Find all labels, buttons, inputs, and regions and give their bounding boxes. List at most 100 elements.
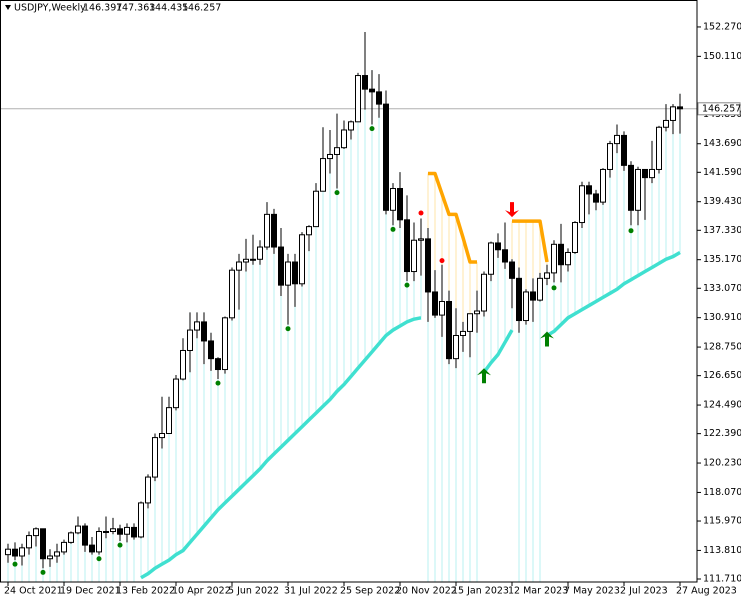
candle-body bbox=[488, 242, 494, 275]
candle-body bbox=[537, 277, 543, 301]
menu-triangle[interactable] bbox=[5, 5, 11, 10]
buy-arrow bbox=[477, 368, 491, 384]
candle-body bbox=[271, 213, 277, 248]
candle-body bbox=[33, 528, 39, 537]
lower-fractal-dot bbox=[285, 326, 291, 332]
plot-frame bbox=[0, 0, 698, 583]
candle-body bbox=[68, 532, 74, 543]
candle-body bbox=[474, 310, 480, 315]
candle-body bbox=[264, 213, 270, 248]
candle-body bbox=[593, 193, 599, 203]
candle-body bbox=[376, 91, 382, 105]
y-tick-label: 133.070 bbox=[703, 283, 741, 294]
chart-title: USDJPY,Weekly bbox=[14, 3, 86, 14]
lower-fractal-dot bbox=[96, 556, 102, 562]
y-tick-label: 115.970 bbox=[703, 516, 741, 527]
candle-body bbox=[607, 143, 613, 170]
candle-body bbox=[530, 291, 536, 301]
candle-body bbox=[516, 277, 522, 322]
candle-body bbox=[663, 119, 669, 128]
y-tick-label: 118.070 bbox=[703, 487, 741, 498]
candle-body bbox=[481, 273, 487, 312]
candle-body bbox=[628, 164, 634, 211]
candle-body bbox=[299, 234, 305, 285]
candle-body bbox=[418, 238, 424, 241]
candle-body bbox=[614, 134, 620, 145]
y-tick-label: 130.910 bbox=[703, 312, 741, 323]
candle-body bbox=[61, 541, 67, 553]
candle-body bbox=[166, 407, 172, 435]
high-readout: 147.363 bbox=[116, 3, 155, 14]
candle-body bbox=[208, 340, 214, 360]
candle-body bbox=[194, 321, 200, 331]
candle-body bbox=[243, 258, 249, 263]
x-tick-label: 2 Jul 2023 bbox=[620, 586, 668, 597]
sell-arrow bbox=[505, 202, 519, 218]
candle-body bbox=[159, 433, 165, 439]
candle-body bbox=[390, 188, 396, 211]
x-tick-label: 25 Sep 2022 bbox=[340, 586, 400, 597]
x-tick-label: 20 Nov 2022 bbox=[396, 586, 457, 597]
candle-body bbox=[362, 75, 368, 90]
upper-fractal-dot bbox=[418, 210, 424, 216]
lower-fractal-dot bbox=[369, 126, 375, 132]
x-tick-label: 24 Oct 2021 bbox=[4, 586, 63, 597]
candle-body bbox=[544, 272, 550, 279]
candle-body bbox=[306, 226, 312, 236]
x-tick-label: 19 Dec 2021 bbox=[60, 586, 121, 597]
candle-body bbox=[425, 238, 431, 293]
candle-body bbox=[110, 528, 116, 533]
candle-body bbox=[446, 300, 452, 360]
lower-fractal-dot bbox=[390, 226, 396, 232]
candle-body bbox=[201, 321, 207, 342]
candle-body bbox=[411, 239, 417, 273]
candle-body bbox=[26, 535, 32, 549]
x-tick-label: 7 May 2023 bbox=[564, 586, 620, 597]
candle-body bbox=[54, 551, 60, 557]
candle-body bbox=[96, 531, 102, 553]
y-tick-label: 111.710 bbox=[703, 574, 741, 585]
y-tick-label: 150.110 bbox=[703, 51, 741, 62]
lower-fractal-dot bbox=[628, 228, 634, 234]
candle-body bbox=[341, 129, 347, 149]
lower-fractal-dot bbox=[551, 285, 557, 291]
candle-body bbox=[117, 528, 123, 535]
candle-body bbox=[558, 243, 564, 266]
candle-body bbox=[383, 103, 389, 211]
candle-body bbox=[635, 168, 641, 211]
lower-fractal-dot bbox=[12, 561, 18, 567]
candle-body bbox=[40, 528, 46, 560]
y-tick-label: 124.490 bbox=[703, 400, 741, 411]
lower-fractal-dot bbox=[215, 380, 221, 386]
candle-body bbox=[19, 547, 25, 557]
candle-body bbox=[222, 317, 228, 371]
low-readout: 144.435 bbox=[149, 3, 188, 14]
y-tick-label: 122.390 bbox=[703, 428, 741, 439]
candle-body bbox=[502, 249, 508, 263]
candle-body bbox=[124, 526, 130, 535]
candle-body bbox=[5, 548, 11, 556]
candle-body bbox=[453, 335, 459, 360]
x-tick-label: 5 Jun 2022 bbox=[228, 586, 279, 597]
candle-body bbox=[495, 242, 501, 251]
price-label: 146.257 bbox=[702, 103, 741, 114]
candle-body bbox=[180, 349, 186, 380]
candle-body bbox=[82, 525, 88, 546]
y-tick-label: 152.270 bbox=[703, 21, 741, 32]
candle-body bbox=[236, 261, 242, 271]
candle-body bbox=[229, 269, 235, 319]
candle-body bbox=[523, 291, 529, 322]
candle-body bbox=[250, 258, 256, 261]
x-tick-label: 12 Mar 2023 bbox=[508, 586, 568, 597]
lower-fractal-dot bbox=[117, 542, 123, 548]
close-readout: 146.257 bbox=[182, 3, 221, 14]
candle-body bbox=[467, 313, 473, 332]
candle-body bbox=[656, 126, 662, 170]
candle-body bbox=[677, 106, 683, 110]
x-tick-label: 13 Feb 2022 bbox=[116, 586, 175, 597]
candle-body bbox=[600, 168, 606, 203]
candle-body bbox=[397, 188, 403, 221]
candle-body bbox=[642, 168, 648, 179]
